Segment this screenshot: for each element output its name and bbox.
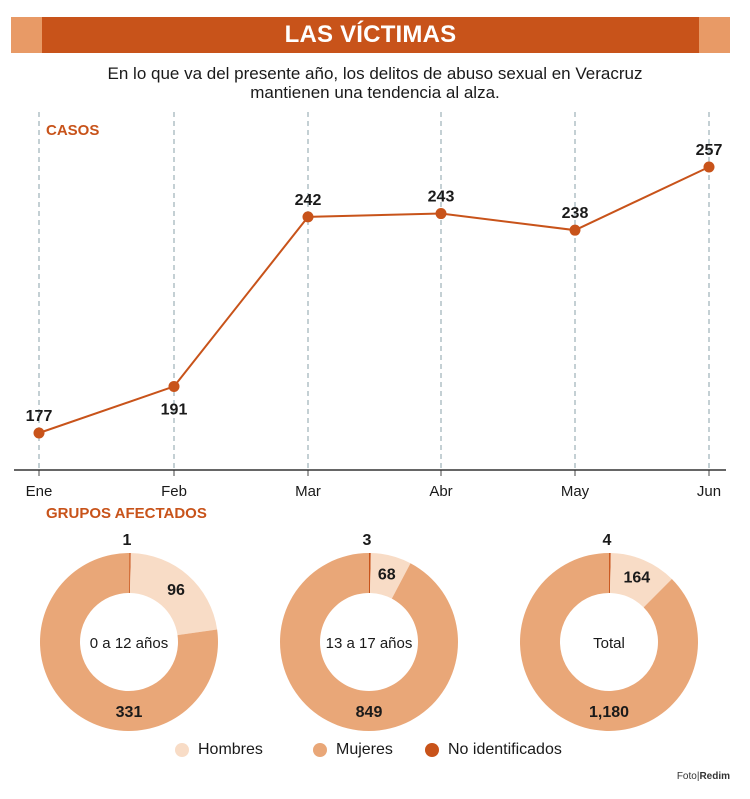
legend-item-mujeres: Mujeres	[313, 741, 393, 759]
donut-2-label-hombres: 68	[378, 566, 396, 583]
subtitle-line-2: mantienen una tendencia al alza.	[250, 83, 500, 102]
x-tick-label-abr: Abr	[429, 483, 452, 500]
donut-3-slice-mujeres	[520, 552, 698, 731]
data-point-feb	[168, 380, 180, 392]
data-label-mar: 242	[295, 192, 322, 209]
data-label-feb: 191	[161, 401, 188, 418]
legend: Hombres Mujeres No identificados	[0, 741, 750, 765]
data-point-jun	[703, 161, 715, 173]
legend-swatch-hombres	[175, 743, 189, 757]
donut-1-slice-mujeres	[40, 553, 219, 732]
photo-credit: Foto|Redim	[676, 771, 730, 782]
casos-label: CASOS	[46, 122, 100, 139]
data-label-ene: 177	[26, 408, 53, 425]
x-tick-label-ene: Ene	[26, 483, 53, 500]
subtitle: En lo que va del presente año, los delit…	[60, 64, 690, 102]
credit-prefix: Foto	[676, 771, 697, 782]
donut-2-slice-hombres	[370, 553, 411, 599]
legend-item-hombres: Hombres	[175, 741, 263, 759]
credit-source: Redim	[699, 771, 730, 782]
subtitle-line-1: En lo que va del presente año, los delit…	[107, 64, 643, 83]
data-point-abr	[435, 208, 447, 220]
donut-3-label-hombres: 164	[623, 570, 650, 587]
charts-canvas: Ene Feb Mar Abr May Jun 177 191 242 243 238 257 1 96 3…	[14, 112, 726, 732]
data-label-may: 238	[562, 205, 589, 222]
data-point-may	[569, 224, 581, 236]
page-title: LAS VÍCTIMAS	[284, 21, 457, 48]
legend-label-mujeres: Mujeres	[336, 741, 393, 758]
donut-2-label-mujeres: 849	[356, 704, 383, 721]
legend-label-no-identificados: No identificados	[448, 741, 562, 758]
legend-item-no-identificados: No identificados	[425, 741, 562, 759]
title-banner: LAS VÍCTIMAS	[11, 17, 730, 53]
donut-3-slice-no-identificados	[609, 553, 611, 594]
donut-3-label-mujeres: 1,180	[589, 704, 629, 721]
data-point-ene	[33, 427, 45, 439]
x-tick-label-may: May	[561, 483, 590, 500]
legend-swatch-mujeres	[313, 743, 327, 757]
banner-left-cap	[11, 17, 42, 53]
donut-1-center-label: 0 a 12 años	[90, 635, 168, 652]
donut-1-slice-hombres	[129, 553, 218, 636]
donut-3-center-label: Total	[593, 635, 625, 652]
donut-3-label-no-identificados: 4	[603, 532, 612, 549]
donut-3-slice-hombres	[609, 553, 672, 608]
donut-1-label-mujeres: 331	[116, 704, 143, 721]
data-label-abr: 243	[428, 189, 455, 206]
donut-2-label-no-identificados: 3	[363, 532, 372, 549]
x-tick-label-feb: Feb	[161, 483, 187, 500]
donut-2-slice-mujeres	[280, 553, 459, 732]
data-point-mar	[302, 211, 314, 223]
series-line-casos	[38, 166, 710, 434]
donut-2-slice-no-identificados	[369, 553, 371, 594]
legend-swatch-no-identificados	[425, 743, 439, 757]
data-label-jun: 257	[696, 142, 723, 159]
donut-1-label-hombres: 96	[167, 582, 185, 599]
legend-label-hombres: Hombres	[198, 741, 263, 758]
x-tick-label-mar: Mar	[295, 483, 321, 500]
donut-1-slice-no-identificados	[129, 553, 131, 594]
x-tick-label-jun: Jun	[697, 483, 721, 500]
banner-right-cap	[699, 17, 730, 53]
grupos-afectados-label: GRUPOS AFECTADOS	[46, 505, 207, 522]
donut-2-center-label: 13 a 17 años	[326, 635, 413, 652]
donut-1-label-no-identificados: 1	[123, 532, 132, 549]
